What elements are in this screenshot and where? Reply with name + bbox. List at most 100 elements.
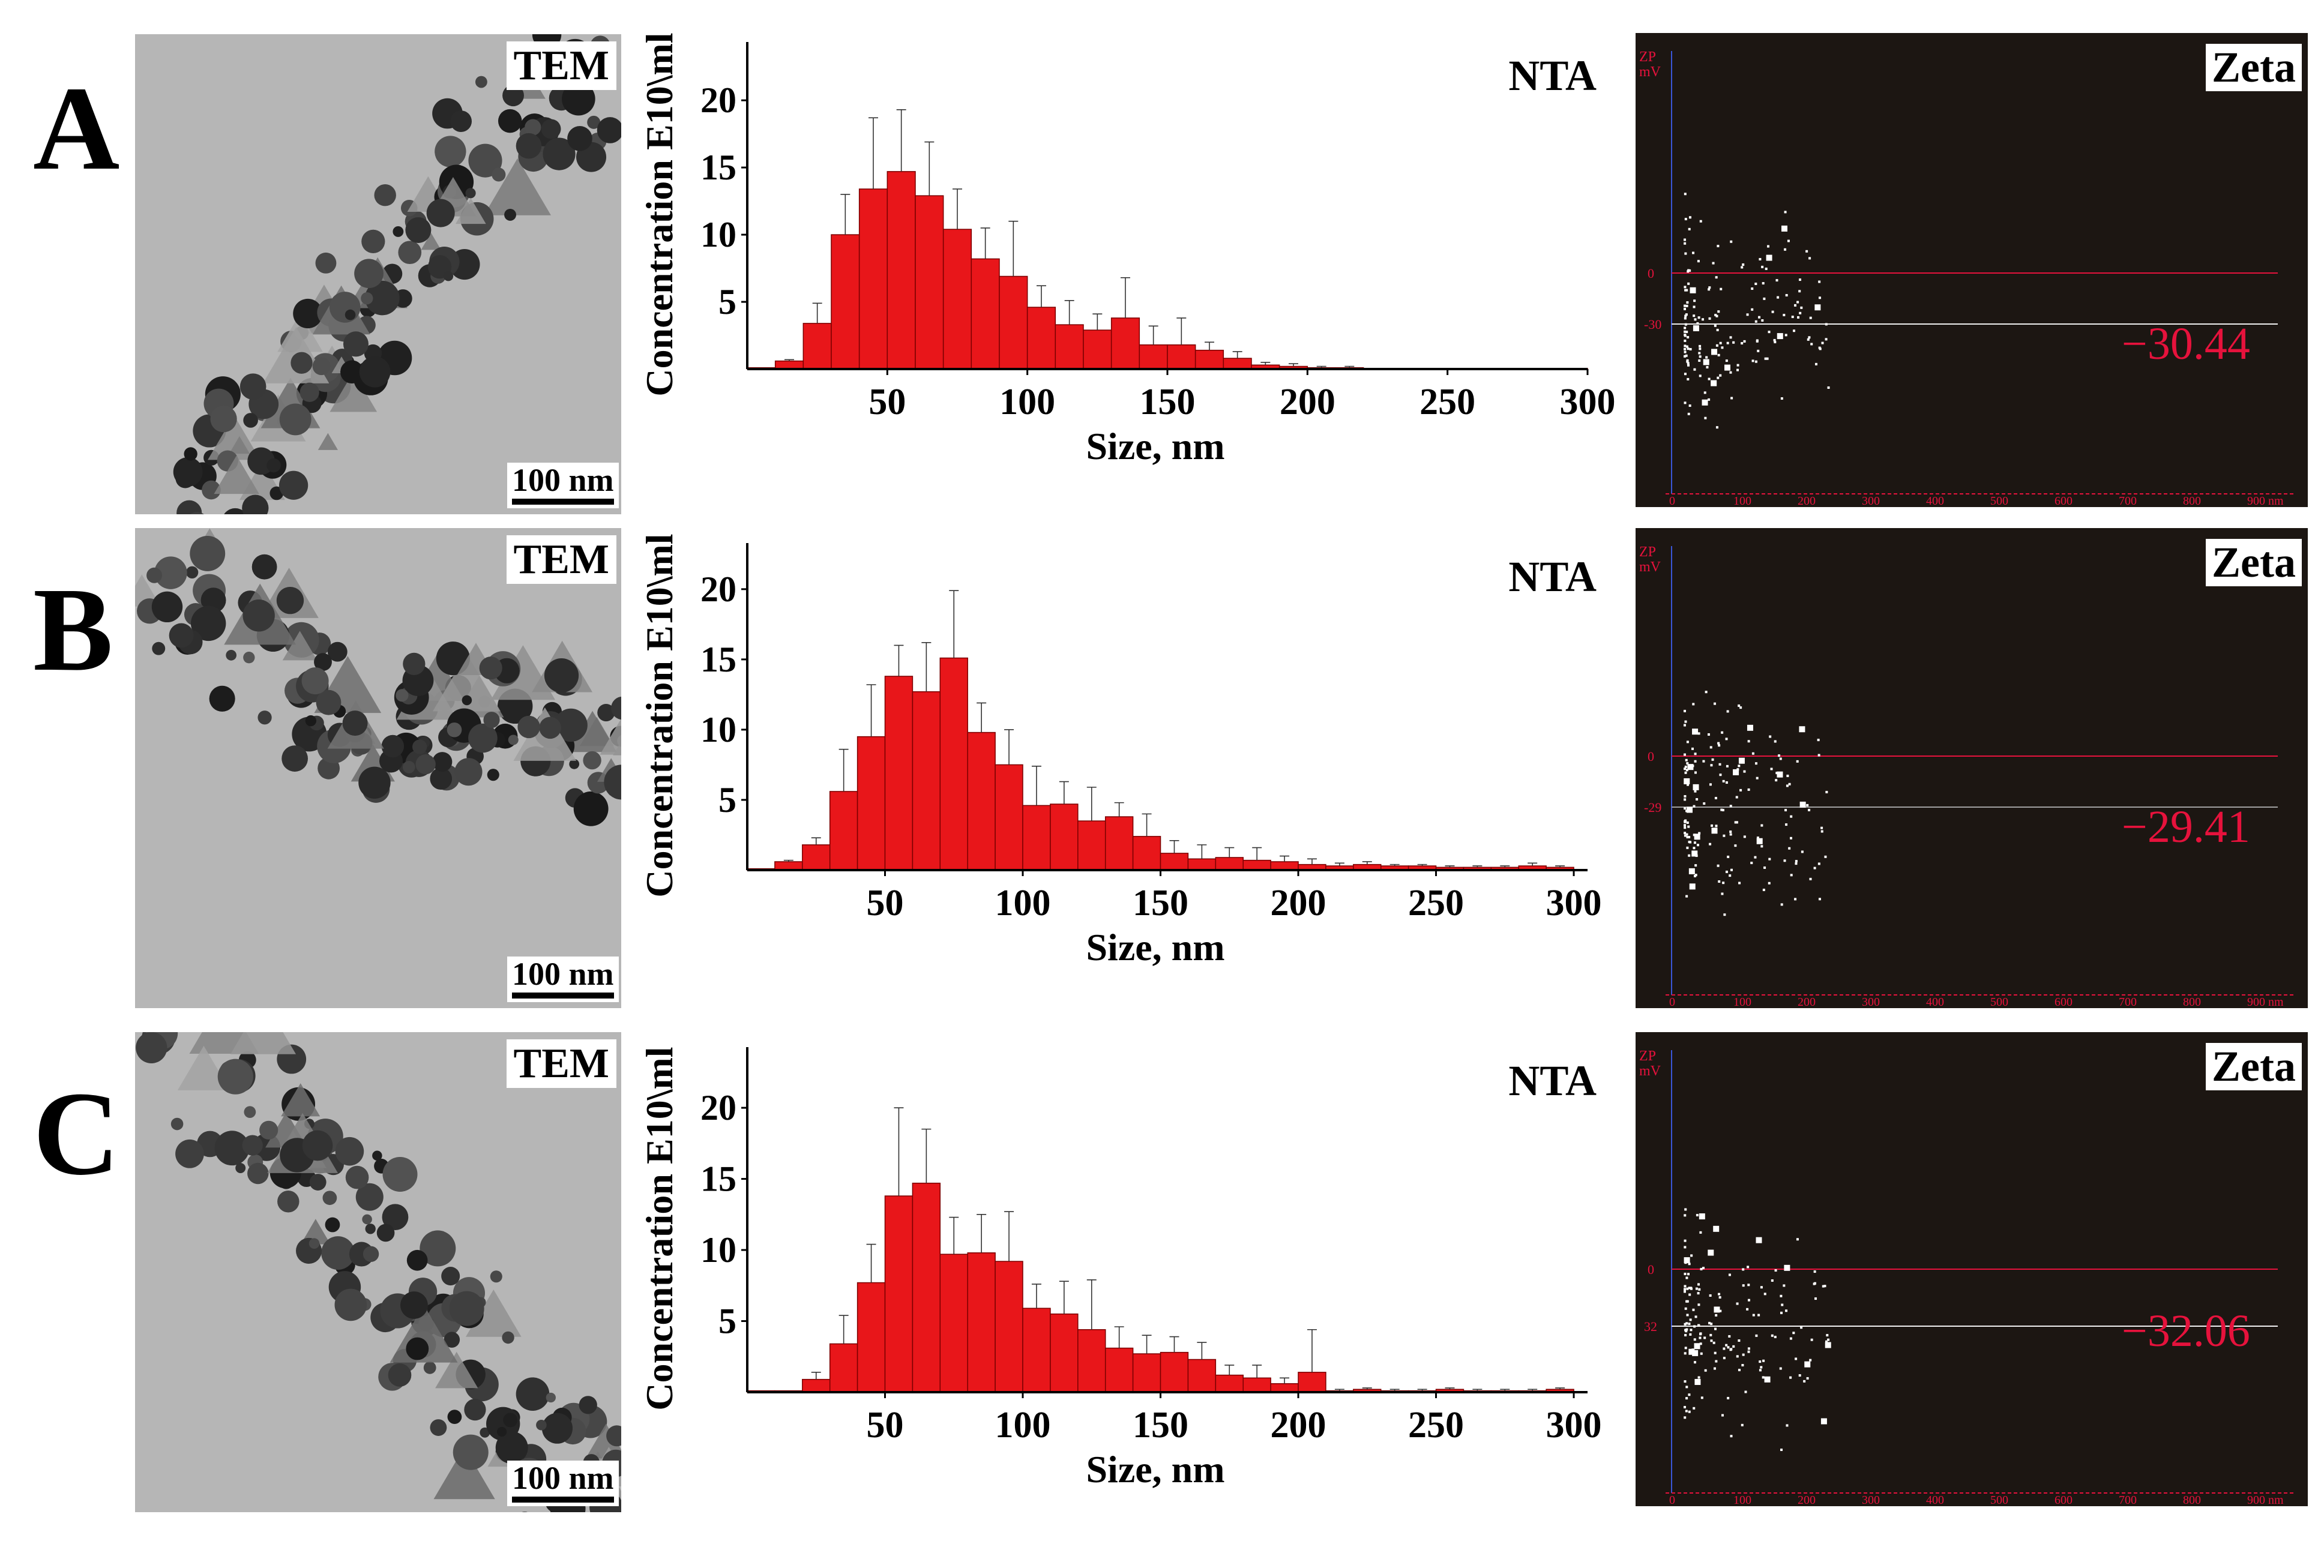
zeta-point <box>1727 855 1730 858</box>
zeta-point <box>1732 341 1735 344</box>
histogram-bar <box>884 676 914 871</box>
tem-particle <box>415 754 436 775</box>
zeta-point <box>1825 1340 1828 1343</box>
histogram-bar <box>967 731 996 871</box>
zeta-point <box>1684 1285 1687 1288</box>
tem-particle <box>498 109 522 133</box>
zeta-point <box>1690 1329 1693 1332</box>
histogram-bar <box>1104 816 1134 871</box>
zeta-point <box>1693 1338 1696 1341</box>
zeta-point <box>1684 1416 1687 1419</box>
zeta-point <box>1684 242 1687 245</box>
zeta-label: Zeta <box>2206 1042 2302 1091</box>
zeta-x-tick-label: 500 <box>1990 996 2008 1008</box>
zeta-point <box>1684 1333 1687 1336</box>
tem-particle <box>325 1217 340 1233</box>
zeta-point <box>1736 368 1739 371</box>
histogram-bar <box>912 1182 941 1393</box>
zeta-point <box>1786 774 1789 777</box>
histogram-bar <box>1050 1313 1079 1393</box>
tem-particle <box>400 1291 428 1319</box>
zeta-point <box>1684 1214 1687 1217</box>
zeta-point <box>1781 225 1787 232</box>
zeta-point <box>1684 767 1687 770</box>
x-tick-label: 100 <box>999 382 1055 422</box>
error-bar <box>1004 729 1014 765</box>
error-bar <box>1148 325 1158 345</box>
histogram-bar <box>995 1261 1023 1393</box>
zeta-point <box>1685 810 1688 813</box>
y-tick-label: 20 <box>700 1088 736 1128</box>
zeta-x-tick-label: 600 <box>2055 494 2073 507</box>
zeta-point <box>1747 1284 1750 1287</box>
zeta-point <box>1693 325 1699 331</box>
tem-particle <box>372 1150 382 1161</box>
tem-particle <box>454 758 483 786</box>
zeta-point <box>1717 310 1720 313</box>
zeta-point <box>1789 1376 1792 1379</box>
error-bar <box>1086 1279 1097 1330</box>
zeta-point <box>1784 809 1787 812</box>
zeta-point <box>1714 1306 1720 1313</box>
zeta-point <box>1729 874 1732 877</box>
zeta-point <box>1730 240 1733 243</box>
zeta-point <box>1684 238 1687 241</box>
y-tick-label: 5 <box>718 780 736 820</box>
zeta-point <box>1763 866 1766 869</box>
zeta-point <box>1688 404 1691 407</box>
zeta-point <box>1702 1267 1705 1270</box>
nta-label: NTA <box>1508 553 1597 601</box>
zeta-x-tick-label: 800 <box>2183 1494 2201 1506</box>
zeta-point <box>1684 720 1687 723</box>
tem-label: TEM <box>506 1039 616 1088</box>
zeta-point <box>1741 266 1744 269</box>
tem-particle <box>516 1377 550 1411</box>
zeta-point <box>1699 220 1702 223</box>
tem-particle <box>447 722 462 737</box>
zeta-point <box>1684 317 1687 320</box>
y-tick-label: 15 <box>700 640 736 679</box>
tem-particle <box>573 791 609 826</box>
x-tick-label: 300 <box>1546 1405 1602 1446</box>
zeta-point <box>1798 1374 1801 1377</box>
tem-particle <box>406 1337 429 1360</box>
zeta-point <box>1688 868 1695 874</box>
zeta-point <box>1684 820 1687 823</box>
zeta-point <box>1741 1364 1744 1366</box>
x-axis-label: Size, nm <box>1086 1448 1224 1491</box>
zeta-point <box>1747 788 1750 791</box>
tem-particle <box>361 229 385 254</box>
zeta-point <box>1747 1350 1750 1353</box>
tem-image: TEM 100 nm <box>135 528 621 1008</box>
x-tick-label: 100 <box>995 883 1051 924</box>
zeta-point <box>1699 1333 1702 1336</box>
histogram-bar <box>856 736 886 871</box>
zeta-point <box>1729 805 1732 808</box>
error-bar <box>840 194 850 235</box>
zeta-point <box>1713 1225 1720 1232</box>
histogram-bar <box>802 844 831 871</box>
zeta-point <box>1687 1273 1690 1276</box>
histogram-bar <box>1187 1359 1217 1393</box>
zeta-point <box>1736 1302 1739 1305</box>
tem-particle <box>359 356 391 388</box>
zeta-point <box>1783 313 1786 316</box>
tem-particle <box>173 457 203 487</box>
tem-particle <box>420 1230 456 1267</box>
error-bar <box>812 302 822 323</box>
zeta-point <box>1688 1323 1691 1326</box>
tem-particle <box>597 117 621 143</box>
zeta-point <box>1684 832 1687 835</box>
tem-particle <box>465 1289 522 1337</box>
zeta-point <box>1738 757 1745 764</box>
zeta-point <box>1684 1329 1687 1332</box>
zeta-x-tick-label: 200 <box>1798 996 1816 1008</box>
zeta-point <box>1697 1283 1700 1286</box>
zeta-point <box>1684 323 1687 326</box>
zeta-point <box>1687 362 1690 365</box>
zp-axis-label: ZP mV <box>1639 544 1661 575</box>
zeta-point <box>1825 338 1828 341</box>
zeta-value: −29.41 <box>2122 802 2250 852</box>
zeta-point <box>1768 858 1771 861</box>
zeta-point <box>1738 882 1741 885</box>
